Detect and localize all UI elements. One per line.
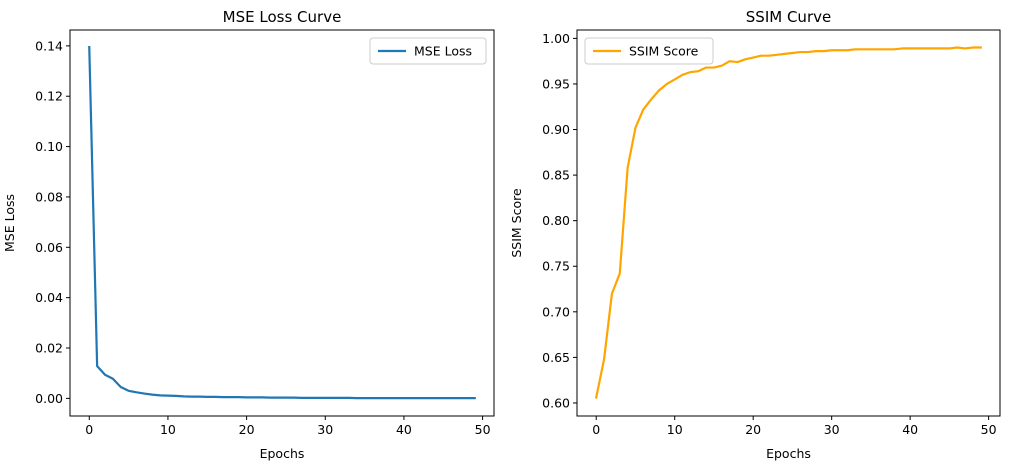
mse-loss-panel: MSE Loss Curve Epochs MSE Loss 0 10 20 30 40… [2, 8, 495, 461]
x-axis-label: Epochs [766, 446, 811, 461]
legend-box [584, 37, 714, 65]
y-tick-label: 0.08 [35, 189, 63, 204]
legend: MSE Loss [369, 37, 487, 65]
y-tick-label: 1.00 [542, 31, 570, 46]
y-tick-label: 0.85 [542, 168, 570, 183]
y-tick-label: 0.10 [35, 139, 63, 154]
y-tick-label: 0.60 [542, 395, 570, 410]
y-tick-label: 0.00 [35, 391, 63, 406]
legend-box [369, 37, 487, 65]
x-tick-label: 40 [396, 422, 412, 437]
x-tick-label: 30 [824, 422, 840, 437]
x-tick-label: 10 [160, 422, 176, 437]
y-tick-label: 0.06 [35, 240, 63, 255]
y-tick-label: 0.90 [542, 122, 570, 137]
ssim-panel: SSIM Curve Epochs SSIM Score 0 10 20 30 40 50… [509, 8, 1001, 461]
legend-label: SSIM Score [629, 44, 699, 59]
y-tick-label: 0.12 [35, 89, 63, 104]
y-tick-label: 0.95 [542, 76, 570, 91]
plot-frame [69, 29, 495, 417]
legend: SSIM Score [584, 37, 714, 65]
x-tick-label: 10 [667, 422, 683, 437]
x-tick-label: 0 [85, 422, 93, 437]
x-axis-label: Epochs [260, 446, 305, 461]
y-tick-label: 0.65 [542, 350, 570, 365]
x-tick-label: 40 [902, 422, 918, 437]
y-tick-label: 0.75 [542, 259, 570, 274]
x-tick-label: 50 [981, 422, 997, 437]
y-tick-label: 0.80 [542, 213, 570, 228]
x-tick-label: 20 [745, 422, 761, 437]
y-tick-label: 0.02 [35, 341, 63, 356]
y-axis-label: MSE Loss [2, 194, 17, 252]
y-tick-label: 0.04 [35, 290, 63, 305]
chart-title: SSIM Curve [746, 8, 831, 26]
y-tick-label: 0.70 [542, 304, 570, 319]
y-tick-label: 0.14 [35, 38, 63, 53]
plot-frame [576, 29, 1001, 417]
y-axis-label: SSIM Score [509, 188, 524, 258]
chart-title: MSE Loss Curve [223, 8, 342, 26]
legend-label: MSE Loss [414, 44, 472, 59]
series-line-0 [594, 46, 982, 399]
x-tick-label: 50 [475, 422, 491, 437]
series-line-0 [88, 45, 476, 400]
x-tick-label: 0 [592, 422, 600, 437]
x-tick-label: 20 [239, 422, 255, 437]
x-tick-label: 30 [317, 422, 333, 437]
